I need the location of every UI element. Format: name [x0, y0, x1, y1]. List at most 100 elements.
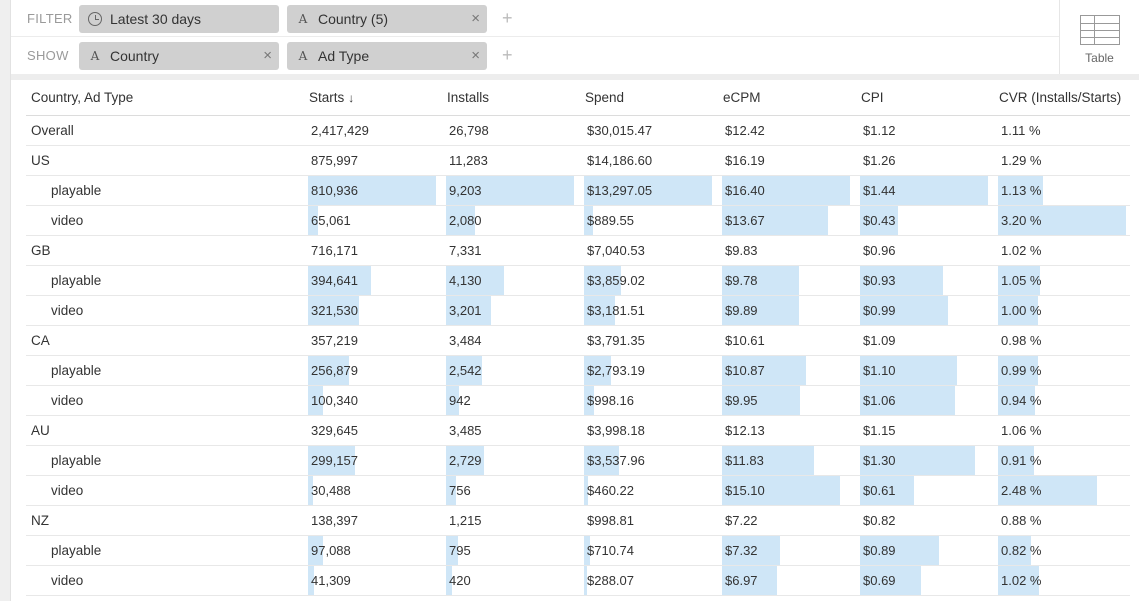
table-cell: $7.22 — [722, 506, 850, 535]
table-row-subgroup[interactable]: video 321,530 3,201 $3,181.51 $9.89 $0.99 1.00… — [26, 296, 1130, 326]
value-bar — [584, 476, 588, 505]
dimension-icon: A — [90, 49, 100, 63]
value-bar — [446, 476, 456, 505]
cell-value: $7.22 — [725, 513, 758, 528]
table-cell: $288.07 — [584, 566, 712, 595]
table-cell: 97,088 — [308, 536, 436, 565]
cell-value: 810,936 — [311, 183, 358, 198]
cell-value: $10.61 — [725, 333, 765, 348]
value-bar — [722, 476, 840, 505]
header-label: eCPM — [723, 90, 761, 105]
header-ecpm[interactable]: eCPM — [723, 90, 761, 105]
cell-value: $0.69 — [863, 573, 896, 588]
cell-value: 30,488 — [311, 483, 351, 498]
table-cell: $1.44 — [860, 176, 988, 205]
value-bar — [584, 296, 615, 325]
value-bar — [722, 176, 850, 205]
country-dimension-pill[interactable]: A Country × — [79, 42, 279, 70]
cell-value: 299,157 — [311, 453, 358, 468]
country-filter-pill[interactable]: A Country (5) × — [287, 5, 487, 33]
table-cell: 1.05 % — [998, 266, 1126, 295]
table-cell: 7,331 — [446, 236, 574, 265]
value-bar — [998, 176, 1043, 205]
table-cell: $889.55 — [584, 206, 712, 235]
table-cell: 0.98 % — [998, 326, 1126, 355]
table-row-group[interactable]: CA 357,219 3,484 $3,791.35 $10.61 $1.09 0.98 % — [26, 326, 1130, 356]
cell-value: 2,729 — [449, 453, 482, 468]
left-edge — [0, 0, 11, 601]
row-label: playable — [51, 363, 102, 378]
table-cell: $2,793.19 — [584, 356, 712, 385]
table-cell: 1.13 % — [998, 176, 1126, 205]
table-cell: 0.88 % — [998, 506, 1126, 535]
sort-descending-icon[interactable]: ↓ — [348, 91, 355, 105]
cell-value: 321,530 — [311, 303, 358, 318]
show-label: SHOW — [27, 48, 69, 63]
cell-value: 2,080 — [449, 213, 482, 228]
value-bar — [446, 446, 484, 475]
cell-value: 26,798 — [449, 123, 489, 138]
header-installs[interactable]: Installs — [447, 90, 489, 105]
cell-value: 1.02 % — [1001, 573, 1042, 588]
table-row-group[interactable]: Overall 2,417,429 26,798 $30,015.47 $12.42 $1… — [26, 116, 1130, 146]
row-label: NZ — [31, 513, 49, 528]
table-row-subgroup[interactable]: playable 394,641 4,130 $3,859.02 $9.78 $0.93 1… — [26, 266, 1130, 296]
table-row-subgroup[interactable]: video 65,061 2,080 $889.55 $13.67 $0.43 3.20 % — [26, 206, 1130, 236]
table-cell: $3,791.35 — [584, 326, 712, 355]
table-row-group[interactable]: GB 716,171 7,331 $7,040.53 $9.83 $0.96 1.02 % — [26, 236, 1130, 266]
value-bar — [998, 536, 1031, 565]
table-row-group[interactable]: US 875,997 11,283 $14,186.60 $16.19 $1.26 1.29… — [26, 146, 1130, 176]
table-row-group[interactable]: NZ 138,397 1,215 $998.81 $7.22 $0.82 0.88 % — [26, 506, 1130, 536]
table-cell: $6.97 — [722, 566, 850, 595]
table-row-subgroup[interactable]: playable 810,936 9,203 $13,297.05 $16.40 $1.4… — [26, 176, 1130, 206]
table-cell: $16.19 — [722, 146, 850, 175]
cell-value: $1.09 — [863, 333, 896, 348]
table-cell: 26,798 — [446, 116, 574, 145]
value-bar — [860, 476, 914, 505]
add-filter-button[interactable]: + — [502, 8, 513, 28]
value-bar — [998, 296, 1038, 325]
table-row-subgroup[interactable]: playable 256,879 2,542 $2,793.19 $10.87 $1.10… — [26, 356, 1130, 386]
header-cvr[interactable]: CVR (Installs/Starts) — [999, 90, 1121, 105]
value-bar — [998, 386, 1035, 415]
visualization-selector[interactable]: Table — [1059, 0, 1139, 74]
remove-dimension-icon[interactable]: × — [471, 47, 480, 64]
row-label: video — [51, 483, 84, 498]
cell-value: $16.40 — [725, 183, 765, 198]
cell-value: 97,088 — [311, 543, 351, 558]
cell-value: 1.13 % — [1001, 183, 1042, 198]
cell-value: $16.19 — [725, 153, 765, 168]
table-cell: $1.09 — [860, 326, 988, 355]
table-cell: $3,998.18 — [584, 416, 712, 445]
table-cell: 11,283 — [446, 146, 574, 175]
show-row: SHOW A Country × A Ad Type × + — [11, 37, 1059, 74]
header-cpi[interactable]: CPI — [861, 90, 884, 105]
cell-value: 795 — [449, 543, 471, 558]
row-label: Overall — [31, 123, 74, 138]
header-country-ad-type[interactable]: Country, Ad Type — [31, 90, 133, 105]
table-row-group[interactable]: AU 329,645 3,485 $3,998.18 $12.13 $1.15 1.06 % — [26, 416, 1130, 446]
table-cell: 2,080 — [446, 206, 574, 235]
cell-value: $13,297.05 — [587, 183, 653, 198]
date-range-pill[interactable]: Latest 30 days — [79, 5, 279, 33]
table-cell: $10.87 — [722, 356, 850, 385]
header-starts[interactable]: Starts ↓ — [309, 90, 354, 105]
cell-value: $998.16 — [587, 393, 634, 408]
remove-dimension-icon[interactable]: × — [263, 47, 272, 64]
table-row-subgroup[interactable]: playable 299,157 2,729 $3,537.96 $11.83 $1.30… — [26, 446, 1130, 476]
cell-value: 2,417,429 — [311, 123, 369, 138]
table-row-subgroup[interactable]: video 100,340 942 $998.16 $9.95 $1.06 0.94 % — [26, 386, 1130, 416]
header-label: CPI — [861, 90, 884, 105]
table-cell: 0.82 % — [998, 536, 1126, 565]
header-spend[interactable]: Spend — [585, 90, 624, 105]
table-row-subgroup[interactable]: playable 97,088 795 $710.74 $7.32 $0.89 0.82 % — [26, 536, 1130, 566]
add-dimension-button[interactable]: + — [502, 45, 513, 65]
country-filter-label: Country (5) — [318, 11, 389, 27]
ad-type-dimension-label: Ad Type — [318, 48, 370, 64]
table-row-subgroup[interactable]: video 30,488 756 $460.22 $15.10 $0.61 2.48 % — [26, 476, 1130, 506]
ad-type-dimension-pill[interactable]: A Ad Type × — [287, 42, 487, 70]
remove-filter-icon[interactable]: × — [471, 10, 480, 27]
table-row-subgroup[interactable]: video 41,309 420 $288.07 $6.97 $0.69 1.02 % — [26, 566, 1130, 596]
cell-value: 1,215 — [449, 513, 482, 528]
cell-value: 942 — [449, 393, 471, 408]
